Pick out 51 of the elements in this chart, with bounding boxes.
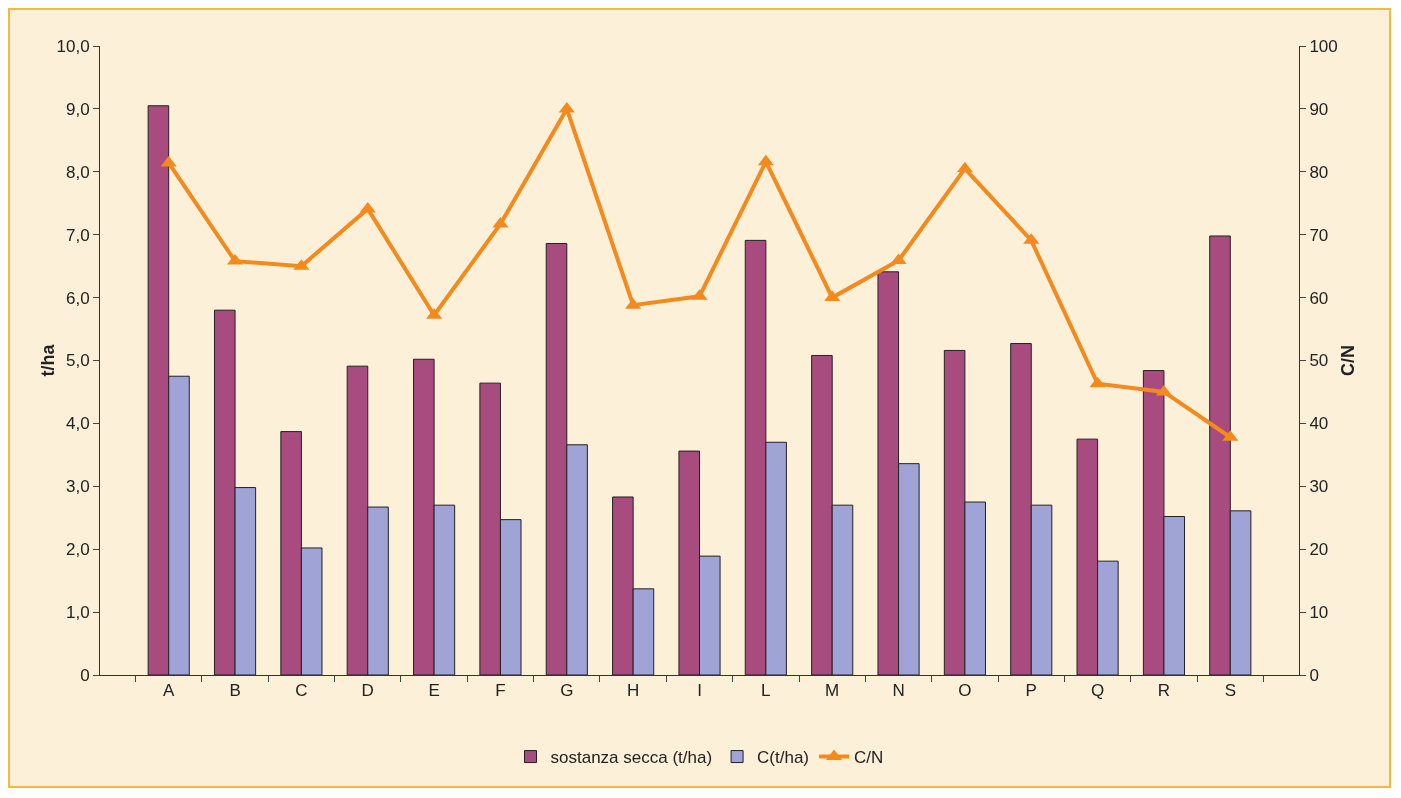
y2-tick-label: 70 (1309, 225, 1329, 245)
x-tick-label: P (1025, 681, 1037, 701)
point (1089, 376, 1106, 388)
x-tick-label: L (761, 681, 771, 701)
x-tick-label: E (428, 681, 440, 701)
x-tick-label: S (1224, 681, 1236, 701)
legend-label: C(t/ha) (757, 748, 810, 768)
y-tick-label: 9,0 (65, 99, 90, 119)
point (757, 154, 774, 166)
y2-tick-label: 40 (1309, 414, 1329, 434)
point (956, 161, 973, 173)
y-tick-label: 1,0 (65, 603, 90, 623)
x-tick-label: D (361, 681, 374, 701)
x-tick-label: C (295, 681, 308, 701)
y2-tick-label: 20 (1309, 540, 1329, 560)
point (558, 101, 575, 113)
y2-tick-label: 50 (1309, 351, 1329, 371)
x-tick-label: I (697, 681, 702, 701)
x-tick-label: B (229, 681, 241, 701)
y2-tick-label: 80 (1309, 162, 1329, 182)
y-tick-label: 0 (80, 665, 90, 685)
y-tick-label: 2,0 (65, 540, 90, 560)
y-tick-label: 4,0 (65, 414, 90, 434)
x-tick-label: F (495, 681, 506, 701)
point (824, 290, 841, 302)
x-tick-label: N (892, 681, 905, 701)
x-tick-label: R (1157, 681, 1171, 701)
x-tick-label: O (958, 681, 972, 701)
y-tick-label: 5,0 (65, 351, 90, 371)
y2-axis-title: C/N (1338, 345, 1358, 376)
x-tick-label: Q (1090, 681, 1105, 701)
x-tick-label: M (825, 681, 840, 701)
y2-tick-label: 10 (1309, 603, 1329, 623)
x-tick-label: G (560, 681, 574, 701)
y-tick-label: 10,0 (56, 36, 90, 56)
y2-tick-label: 60 (1309, 288, 1329, 308)
point (160, 155, 177, 167)
y2-tick-label: 90 (1309, 99, 1329, 119)
point (359, 201, 376, 213)
x-tick-label: A (163, 681, 176, 701)
y-axis-title: t/ha (38, 343, 58, 377)
y2-tick-label: 0 (1309, 665, 1319, 685)
x-tick-label: H (627, 681, 640, 701)
y-tick-label: 7,0 (65, 225, 90, 245)
y2-tick-label: 30 (1309, 477, 1329, 497)
legend-label: sostanza secca (t/ha) (550, 748, 713, 768)
y-tick-label: 6,0 (65, 288, 90, 308)
y-tick-label: 8,0 (65, 162, 90, 182)
y2-tick-label: 100 (1309, 36, 1338, 56)
y-tick-label: 3,0 (65, 477, 90, 497)
legend-label: C/N (854, 748, 884, 768)
